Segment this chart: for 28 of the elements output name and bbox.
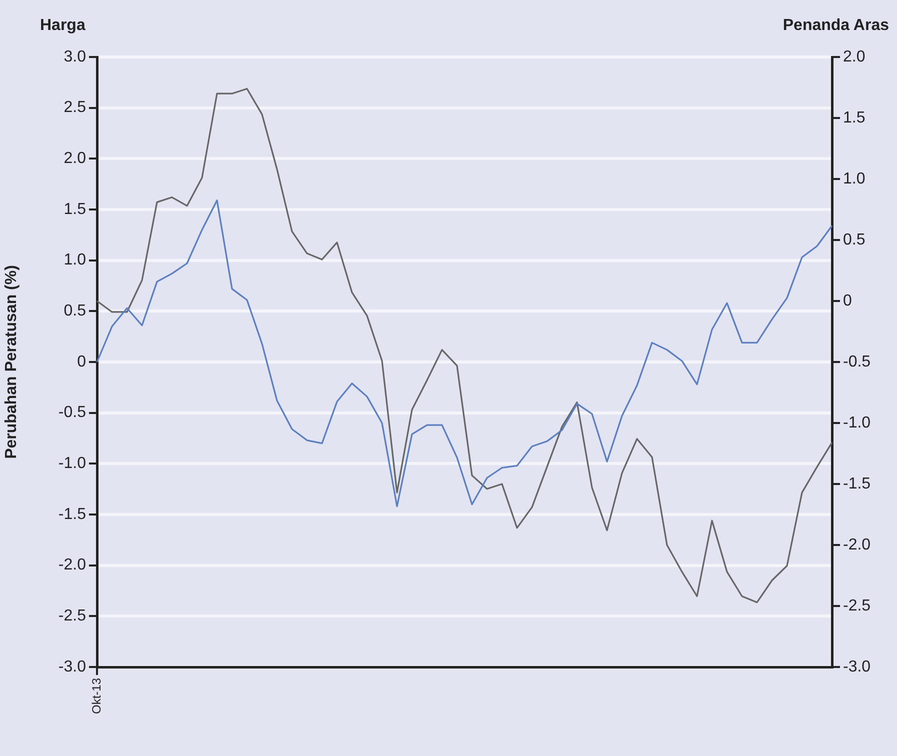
y2-tick-label: 1.0 (843, 170, 866, 188)
y-tick-label: 3.0 (64, 48, 86, 66)
y-tick-label: 2.5 (64, 99, 86, 116)
y-tick-label: 1.0 (64, 252, 86, 269)
y-tick-label: 2.0 (64, 150, 86, 168)
y-tick-label: -1.0 (58, 455, 86, 472)
y-tick-label: 0 (77, 353, 86, 370)
y-tick-label: -3.0 (58, 658, 86, 676)
y2-tick-label: 2.0 (843, 48, 866, 66)
y2-tick-label: 1.5 (843, 109, 866, 126)
text: Penanda Aras (782, 17, 890, 34)
y-tick-label: 1.5 (64, 200, 86, 218)
y2-tick-label: -1.5 (843, 475, 871, 492)
y-tick-label: -2.5 (58, 608, 86, 625)
y-tick-label: -0.5 (58, 404, 86, 422)
y2-tick-label: -0.5 (843, 353, 871, 370)
y-tick-label: 0.5 (64, 302, 86, 320)
text: Harga (40, 17, 86, 34)
y-tick-label: -2.0 (58, 556, 86, 574)
y-tick-label: -1.5 (58, 506, 86, 523)
y2-tick-label: -2.5 (843, 597, 871, 614)
y2-tick-label: -1.0 (843, 414, 871, 432)
y2-tick-label: 0 (843, 292, 852, 310)
y-axis-title: Perubahan Peratusan (%) (3, 265, 20, 459)
x-tick-label: Okt-13 (89, 678, 104, 714)
y2-tick-label: -2.0 (843, 536, 871, 554)
y2-tick-label: 0.5 (843, 231, 866, 248)
y2-tick-label: -3.0 (843, 658, 871, 676)
